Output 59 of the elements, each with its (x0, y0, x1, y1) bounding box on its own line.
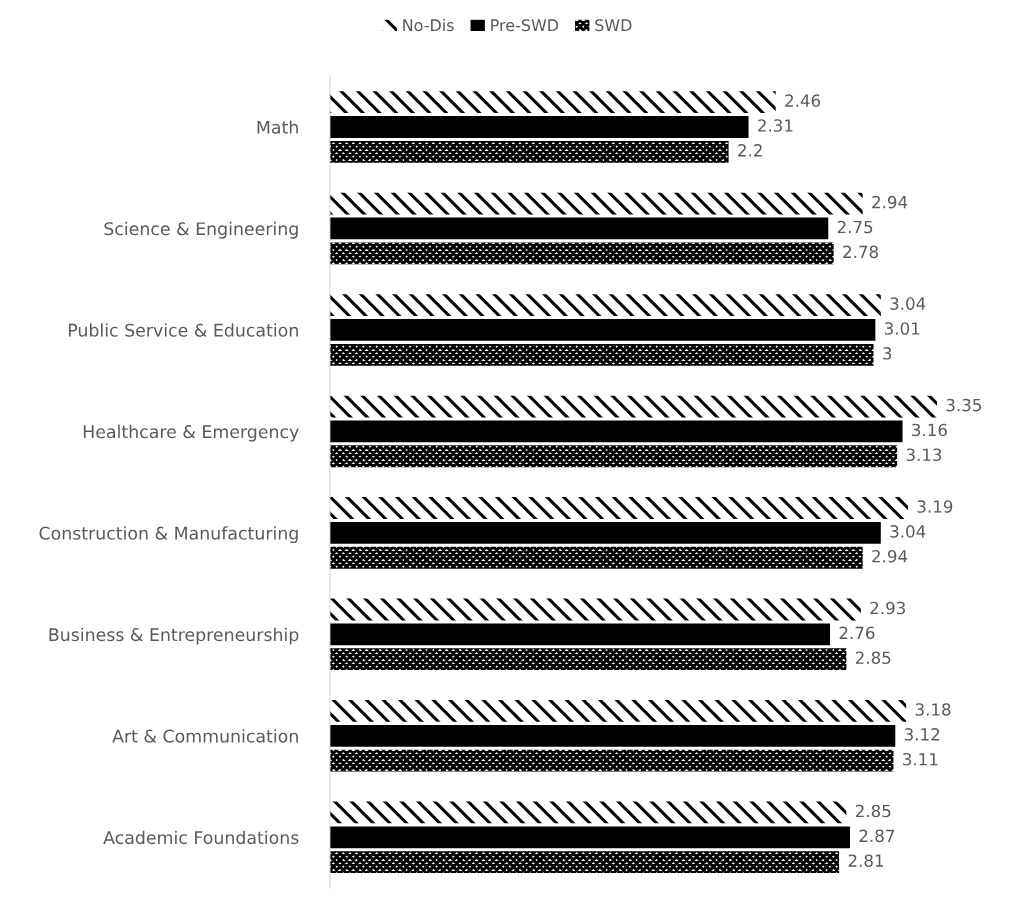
bar (329, 497, 908, 519)
data-label: 2.76 (839, 626, 875, 640)
bar (329, 546, 863, 569)
data-label: 3.18 (915, 703, 951, 716)
bar (329, 192, 863, 215)
bar (329, 116, 749, 138)
data-label: 3.12 (904, 728, 940, 741)
bar (329, 724, 896, 747)
data-label: 3 (883, 347, 892, 360)
data-label: 3.16 (912, 423, 947, 437)
data-label: 2.85 (855, 651, 891, 665)
data-label: 3.01 (884, 322, 920, 335)
data-label: 3.11 (903, 752, 938, 766)
bar (329, 319, 876, 341)
data-label: 3.19 (917, 500, 953, 513)
data-label: 2.78 (843, 245, 878, 259)
data-label: 2.46 (785, 94, 821, 107)
bar (329, 294, 881, 316)
y-tick-label: Business & Entrepreneurship (49, 627, 299, 645)
bar (329, 598, 861, 621)
y-tick-label: Science & Engineering (104, 221, 298, 239)
y-tick-label: Public Service & Education (68, 323, 298, 337)
data-label: 2.94 (872, 549, 908, 563)
legend-label: Pre-SWD (491, 19, 559, 32)
data-label: 3.35 (946, 398, 981, 412)
bar (329, 445, 898, 468)
bar (329, 140, 729, 163)
bar (329, 217, 829, 240)
bar (329, 521, 881, 544)
data-label: 2.2 (738, 144, 762, 157)
bar (329, 91, 776, 114)
bar (329, 623, 831, 646)
bar (329, 801, 847, 824)
legend-label: No-Dis (403, 18, 454, 32)
bar (329, 700, 907, 722)
data-label: 3.04 (890, 297, 926, 310)
y-tick-label: Academic Foundations (103, 830, 299, 845)
y-tick-label: Art & Communication (112, 729, 298, 743)
data-label: 2.93 (870, 601, 905, 615)
bar (329, 826, 850, 849)
y-tick-label: Math (257, 120, 298, 134)
data-label: 3.04 (890, 525, 926, 538)
bar (329, 343, 874, 366)
bar (329, 648, 847, 671)
bar (329, 395, 937, 418)
bar (329, 749, 894, 772)
data-label: 2.87 (859, 829, 895, 843)
data-label: 2.31 (758, 119, 793, 132)
y-tick-label: Healthcare & Emergency (83, 424, 299, 442)
data-label: 2.81 (848, 854, 884, 867)
data-label: 2.94 (872, 195, 908, 209)
bar (329, 420, 903, 443)
bar (329, 851, 840, 874)
data-label: 2.75 (837, 220, 873, 234)
data-label: 2.85 (855, 804, 891, 818)
y-tick-label: Construction & Manufacturing (39, 526, 298, 544)
data-label: 3.13 (906, 448, 942, 462)
bar (329, 242, 834, 265)
legend-label: SWD (595, 19, 632, 32)
